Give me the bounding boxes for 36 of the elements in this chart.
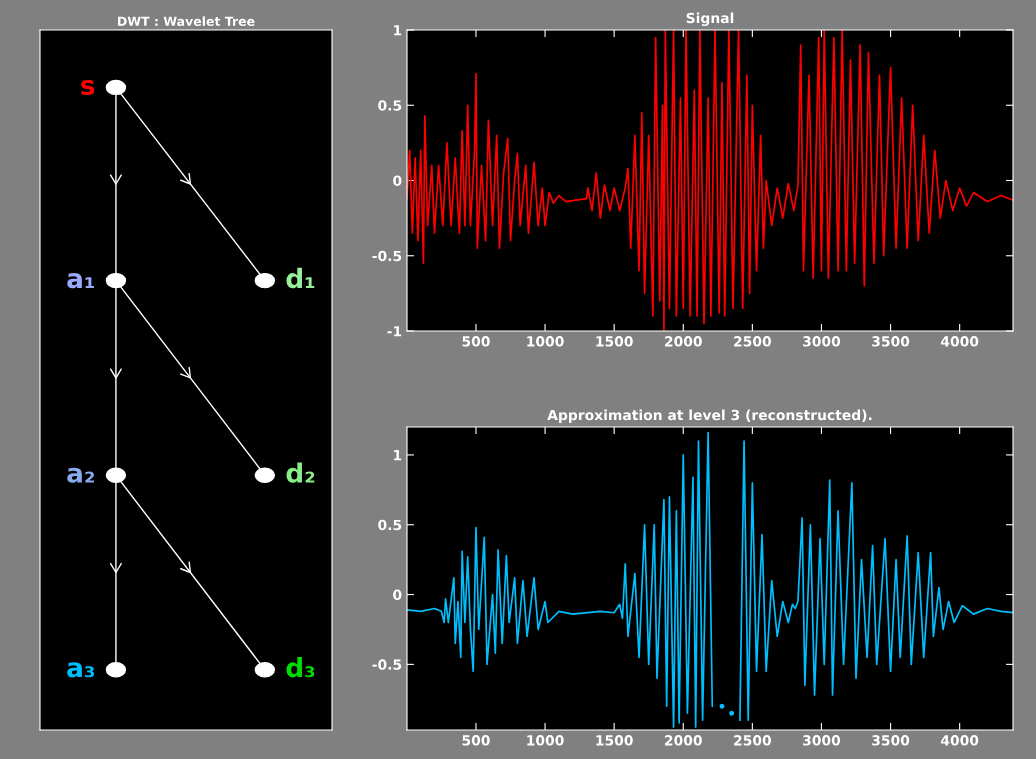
- y-tick-label: -0.5: [372, 659, 402, 670]
- text: s: [81, 79, 95, 96]
- x-tick-label: 4000: [940, 336, 979, 347]
- x-tick-label: 2500: [734, 735, 772, 746]
- text: a₁: [67, 273, 94, 289]
- y-tick-label: 0: [393, 175, 402, 186]
- chart-title: Approximation at level 3 (reconstructed).: [547, 409, 872, 423]
- y-tick-label: -1: [387, 326, 402, 337]
- text: d₁: [286, 267, 315, 289]
- x-tick-label: 3000: [803, 336, 841, 347]
- y-tick-label: 1: [394, 450, 402, 461]
- x-tick-label: 3000: [803, 735, 841, 746]
- x-tick-label: 1500: [596, 735, 633, 746]
- x-tick-label: 2000: [665, 735, 702, 746]
- x-tick-label: 500: [462, 336, 490, 347]
- chart-title: Signal: [686, 12, 734, 27]
- x-tick-label: 4000: [940, 735, 979, 746]
- x-tick-label: 1000: [527, 336, 564, 347]
- text: a₂: [67, 467, 94, 483]
- x-tick-label: 3500: [872, 735, 910, 746]
- x-tick-label: 2000: [665, 336, 702, 347]
- text: DWT : Wavelet Tree: [118, 16, 255, 27]
- x-tick-label: 3500: [872, 336, 910, 347]
- text: a₃: [67, 662, 95, 678]
- y-tick-label: 0.5: [378, 519, 402, 531]
- x-tick-label: 1000: [527, 735, 564, 746]
- x-tick-label: 2500: [734, 336, 772, 347]
- text: d₃: [286, 657, 315, 678]
- y-tick-label: -0.5: [372, 250, 402, 262]
- y-tick-label: 1: [394, 25, 402, 36]
- text: d₂: [286, 462, 315, 483]
- x-tick-label: 1500: [596, 336, 633, 347]
- y-tick-label: 0: [393, 589, 402, 601]
- line-series: [407, 30, 1013, 331]
- y-tick-label: 0.5: [378, 100, 402, 111]
- x-tick-label: 500: [462, 735, 490, 746]
